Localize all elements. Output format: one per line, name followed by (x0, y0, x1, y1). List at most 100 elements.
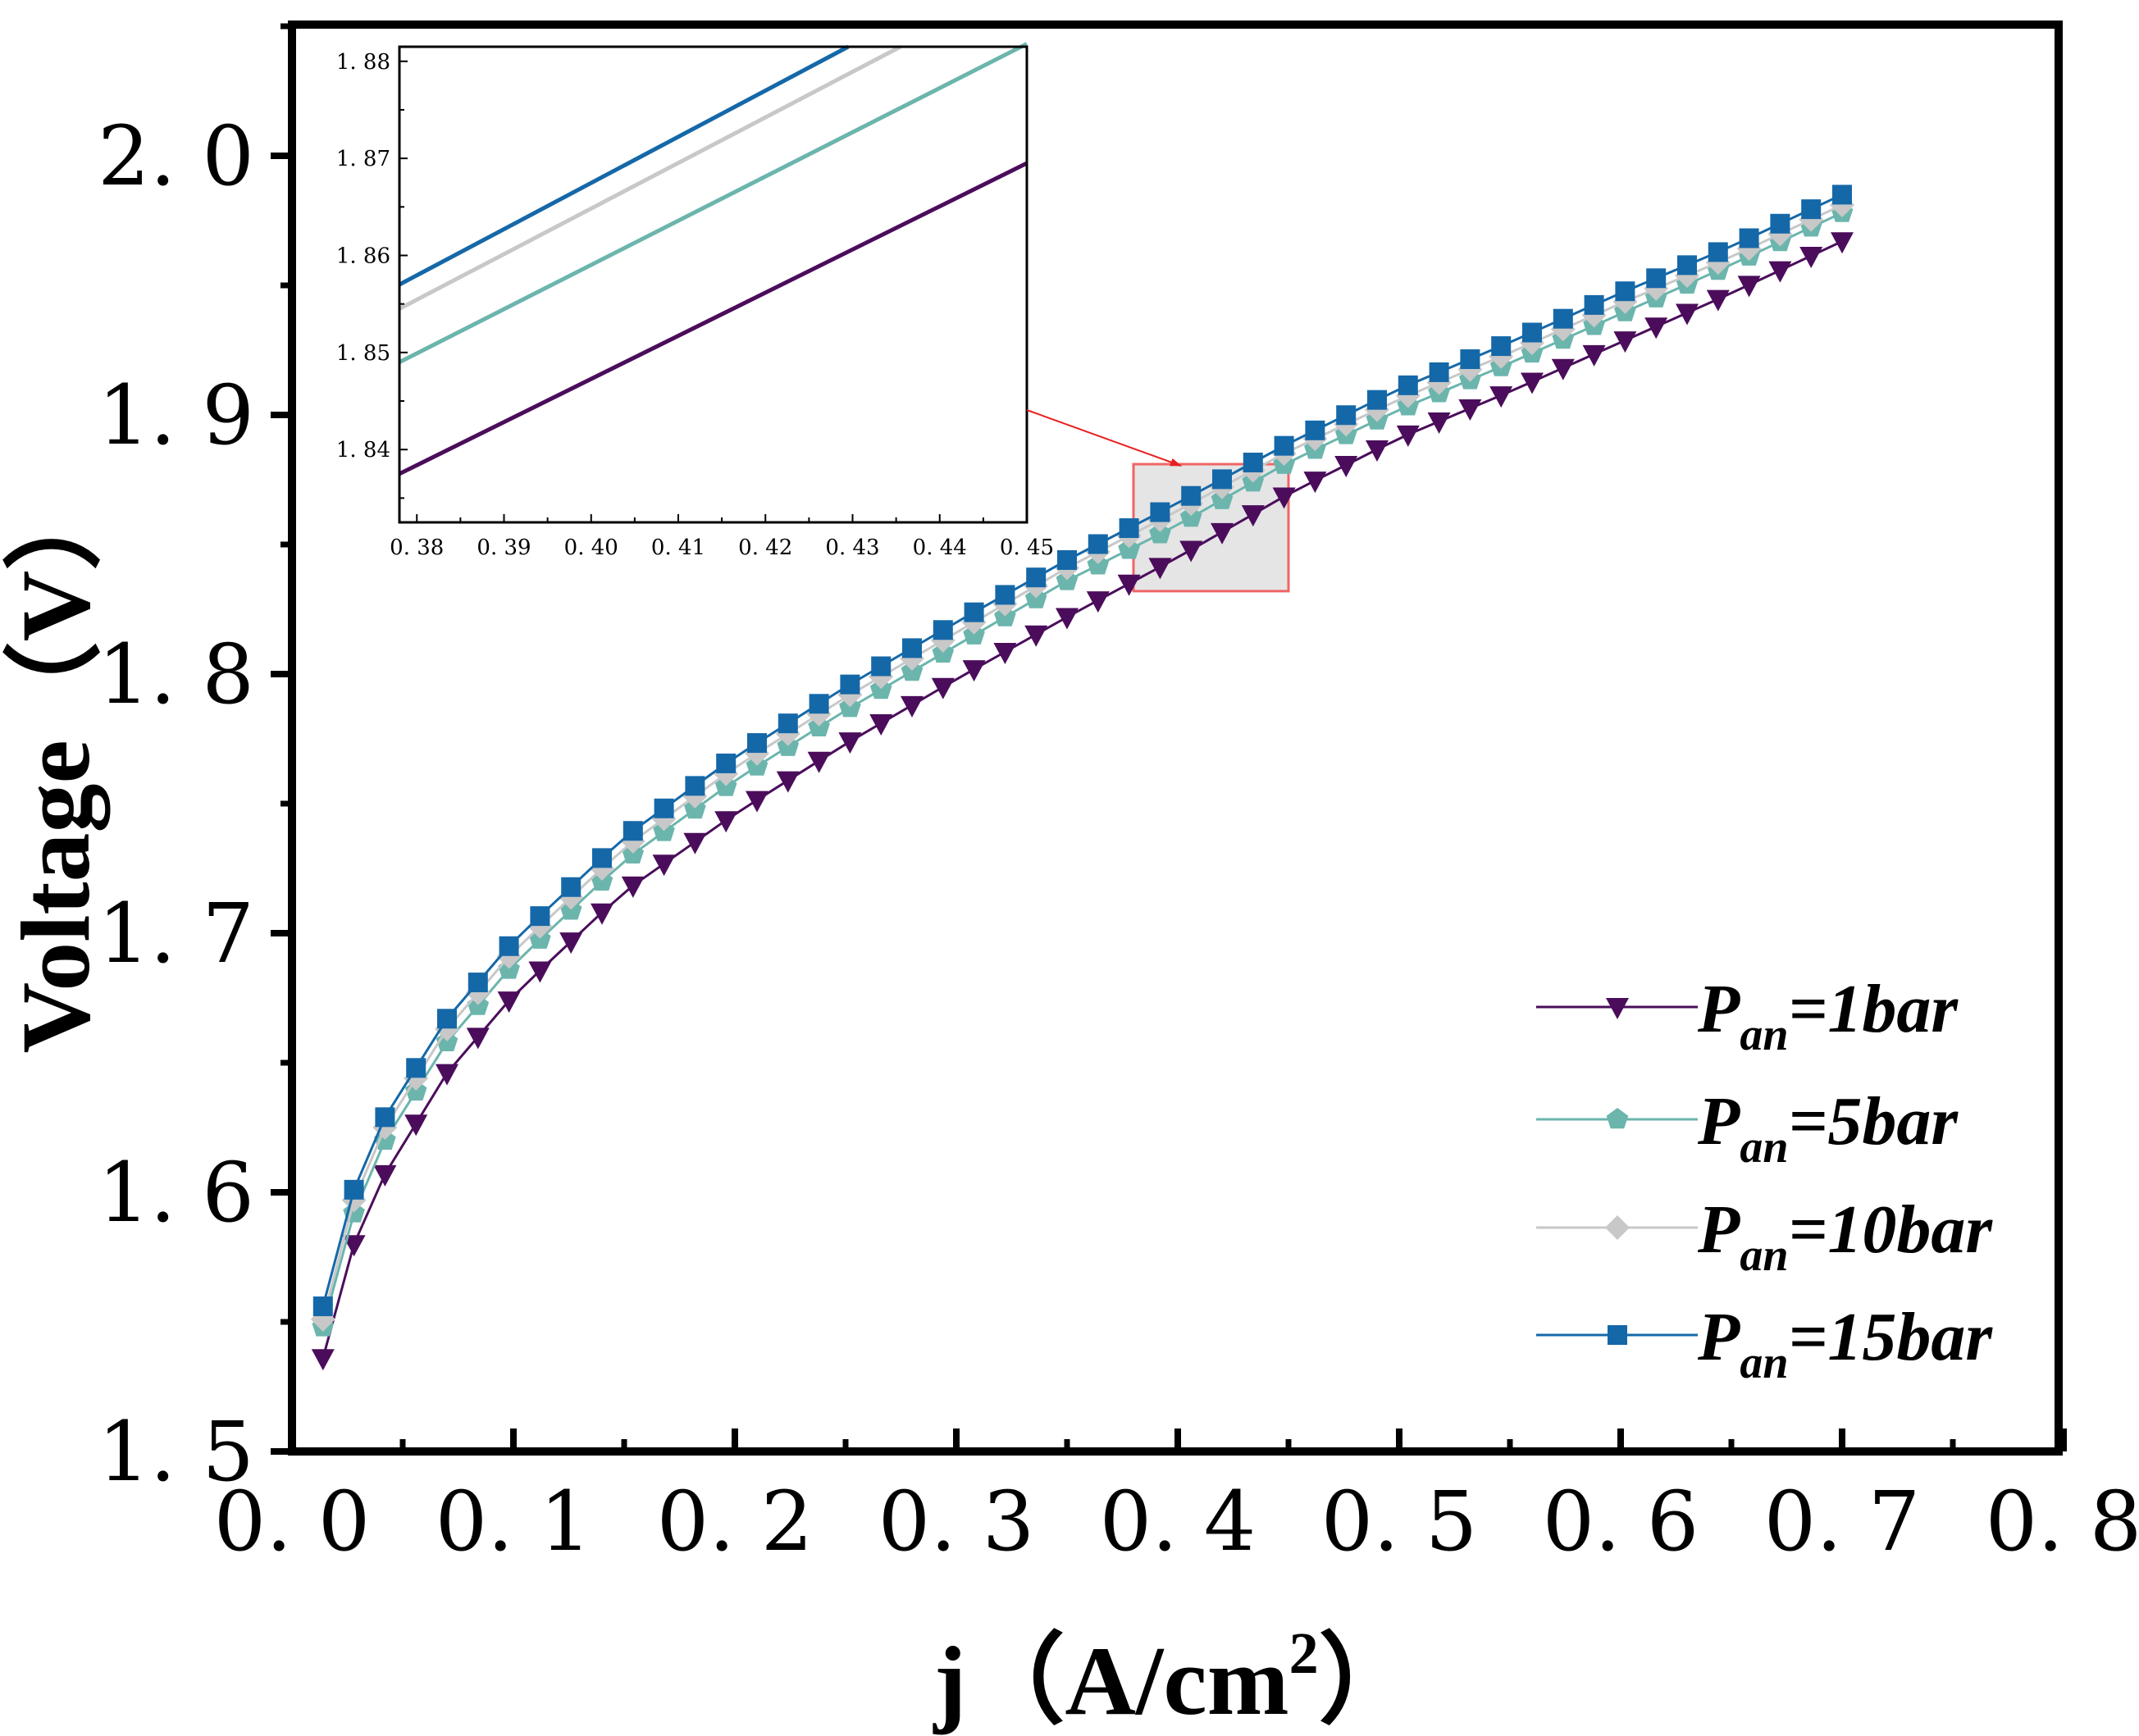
legend: Pan=1bar Pan=5bar Pan=10bar Pan=15bar (1536, 971, 1993, 1388)
data-point (1148, 558, 1172, 580)
data-point (933, 620, 953, 640)
data-point (964, 602, 984, 622)
data-point (1086, 591, 1110, 613)
data-point (561, 877, 581, 897)
series-layer (310, 185, 1854, 1371)
legend-entry: Pan=10bar (1536, 1192, 1993, 1281)
data-point (1272, 487, 1296, 509)
inset-y-tick-label: 1. 87 (336, 147, 390, 171)
data-point (1677, 255, 1697, 276)
data-point (1241, 505, 1265, 527)
data-point (1708, 242, 1728, 262)
data-point (1582, 344, 1606, 367)
legend-marker (1605, 1215, 1630, 1240)
legend-marker (1606, 998, 1629, 1019)
data-point (747, 733, 767, 754)
data-point (342, 1235, 366, 1257)
data-point (1212, 469, 1232, 490)
data-point (1831, 232, 1854, 254)
inset-y-tick-label: 1. 86 (336, 244, 390, 268)
data-point (344, 1179, 364, 1200)
data-point (373, 1164, 397, 1187)
data-point (1056, 608, 1079, 630)
data-point (1149, 522, 1171, 544)
data-point (1491, 336, 1512, 357)
data-point (1118, 538, 1140, 559)
data-point (621, 876, 645, 898)
legend-label: Pan=1bar (1697, 971, 1959, 1060)
data-point (995, 585, 1015, 605)
inset-x-tick-label: 0. 41 (651, 535, 705, 560)
data-point (1646, 268, 1667, 289)
inset-series-line (398, 161, 1028, 476)
zoom-arrow (1026, 409, 1182, 467)
data-point (931, 677, 955, 699)
data-point (1553, 308, 1573, 329)
data-point (1026, 567, 1047, 588)
legend-label: Pan=10bar (1697, 1192, 1993, 1281)
data-point (1489, 386, 1513, 408)
data-point (1179, 506, 1202, 527)
data-point (1303, 472, 1327, 494)
data-point (652, 854, 676, 877)
data-point (1615, 281, 1635, 302)
data-point (962, 660, 986, 682)
legend-label: Pan=15bar (1697, 1299, 1993, 1388)
data-point (840, 674, 860, 695)
data-point (311, 1349, 335, 1371)
inset-x-tick-label: 0. 43 (825, 535, 879, 560)
data-point (993, 642, 1017, 664)
data-point (1799, 246, 1823, 268)
x-axis-title: j（A/cm2） (933, 1620, 1416, 1735)
data-point (1706, 289, 1730, 312)
data-point (1522, 322, 1542, 343)
data-point (1460, 349, 1480, 369)
x-tick-label: 0. 7 (1764, 1474, 1921, 1570)
data-point (778, 713, 798, 734)
data-point (1181, 485, 1202, 506)
data-point (1458, 399, 1482, 421)
data-point (1367, 390, 1387, 410)
inset-series-line (398, 44, 850, 287)
data-point (901, 695, 924, 718)
y-tick-label: 1. 8 (98, 627, 254, 722)
data-point (436, 1064, 458, 1086)
x-tick-label: 0. 4 (1100, 1474, 1256, 1570)
data-point (592, 848, 612, 868)
x-tick-label: 0. 8 (1986, 1474, 2139, 1570)
legend-entry: Pan=1bar (1536, 971, 1959, 1060)
inset-y-tick-label: 1. 88 (336, 50, 390, 75)
inset-y-tick-label: 1. 84 (336, 438, 390, 462)
x-tick-label: 0. 3 (878, 1474, 1035, 1570)
data-point (437, 1009, 457, 1029)
inset-x-tick-label: 0. 40 (564, 535, 618, 560)
data-point (1119, 518, 1139, 539)
data-point (1274, 435, 1294, 456)
data-point (406, 1058, 426, 1078)
data-point (1117, 574, 1141, 596)
inset-y-tick-label: 1. 85 (336, 341, 390, 366)
y-tick-label: 1. 9 (98, 367, 254, 463)
inset-x-tick-label: 0. 42 (738, 535, 792, 560)
data-point (1150, 502, 1170, 522)
data-point (714, 811, 738, 833)
data-point (375, 1107, 395, 1128)
data-point (807, 751, 831, 773)
inset-frame (398, 45, 1028, 524)
data-point (404, 1114, 428, 1137)
data-point (1396, 425, 1420, 447)
data-point (528, 961, 552, 983)
data-point (312, 1296, 333, 1317)
legend-entry: Pan=15bar (1536, 1299, 1993, 1388)
data-point (623, 821, 643, 841)
x-tick-label: 0. 1 (436, 1474, 592, 1570)
data-point (1334, 456, 1358, 478)
series-4 (312, 185, 1852, 1317)
data-point (467, 973, 488, 993)
data-point (1024, 625, 1048, 647)
data-point (654, 798, 674, 818)
data-point (499, 936, 519, 956)
data-point (1676, 303, 1699, 326)
data-point (1801, 199, 1822, 220)
